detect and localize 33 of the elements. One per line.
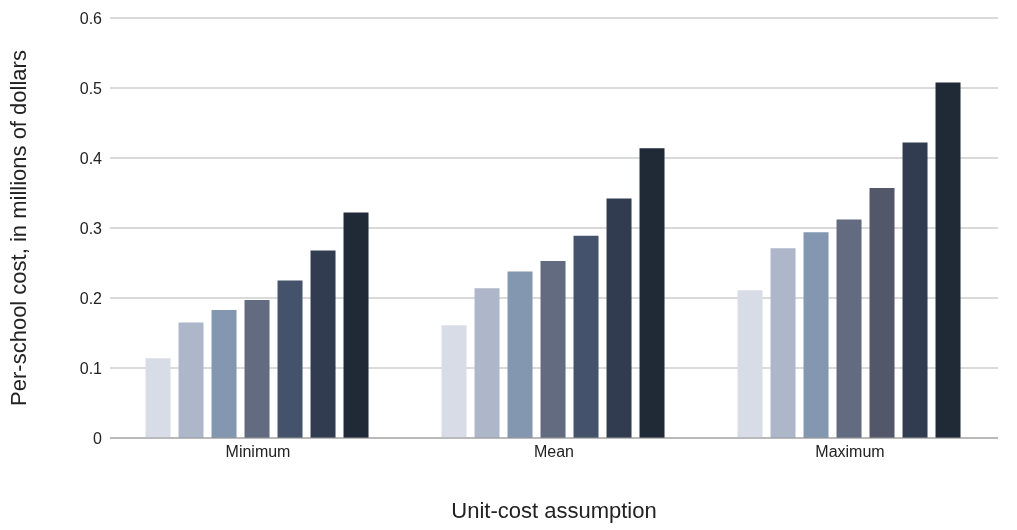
bar [836, 219, 862, 438]
y-tick-label: 0 [93, 429, 103, 447]
x-tick-label: Minimum [225, 443, 291, 461]
bar [573, 235, 599, 438]
bar [474, 288, 500, 438]
y-tick-label: 0.4 [79, 149, 103, 167]
bar [507, 271, 533, 438]
bar [737, 290, 763, 438]
bar [145, 358, 171, 438]
y-tick-label: 0.3 [79, 219, 103, 237]
y-tick-label: 0.1 [79, 359, 103, 377]
bar [178, 322, 204, 438]
x-axis-title: Unit-cost assumption [451, 498, 657, 523]
bar [211, 309, 237, 438]
bar [902, 142, 928, 438]
x-tick-label: Mean [533, 443, 575, 461]
y-tick-label: 0.2 [79, 289, 103, 307]
bar [244, 300, 270, 438]
bar [343, 212, 369, 438]
bar [770, 248, 796, 438]
bar [606, 198, 632, 438]
bar [869, 188, 895, 438]
y-tick-label: 0.5 [79, 79, 103, 97]
bar [639, 148, 665, 438]
bar [935, 82, 961, 438]
bar [803, 232, 829, 438]
x-tick-label: Maximum [815, 443, 885, 461]
bar [441, 325, 467, 438]
bar [277, 280, 303, 438]
bar [310, 250, 336, 438]
y-axis-title: Per-school cost, in millions of dollars [5, 50, 31, 406]
bar [540, 260, 566, 438]
y-tick-label: 0.6 [79, 9, 103, 27]
